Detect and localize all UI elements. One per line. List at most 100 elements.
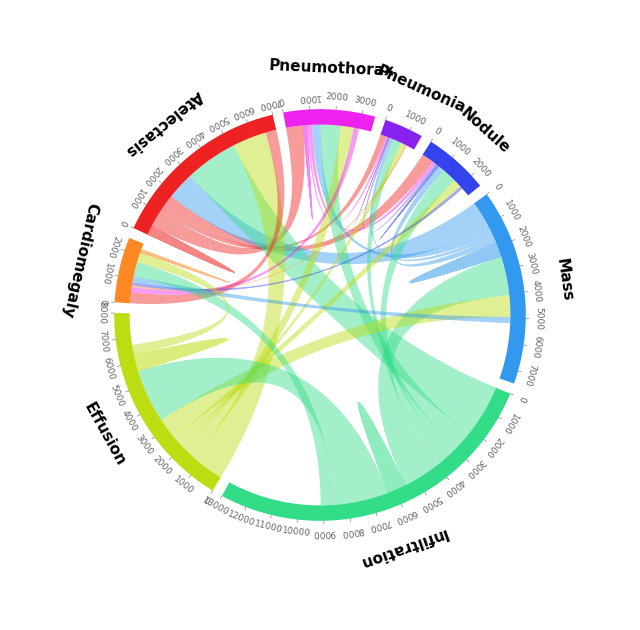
- Polygon shape: [130, 130, 284, 304]
- Polygon shape: [132, 253, 228, 355]
- Text: 12000: 12000: [227, 509, 257, 528]
- Text: 1000: 1000: [172, 474, 195, 496]
- Text: 2000: 2000: [151, 454, 173, 478]
- Text: 6000: 6000: [530, 335, 542, 359]
- Text: Infiltration: Infiltration: [356, 525, 449, 570]
- Text: Pneumonia: Pneumonia: [374, 63, 468, 116]
- Polygon shape: [303, 125, 312, 220]
- Polygon shape: [115, 238, 143, 303]
- Text: 0: 0: [433, 126, 442, 137]
- Polygon shape: [283, 109, 375, 132]
- Text: 6000: 6000: [101, 357, 116, 381]
- Polygon shape: [132, 145, 407, 291]
- Text: 1000: 1000: [99, 261, 113, 286]
- Polygon shape: [161, 135, 387, 249]
- Polygon shape: [147, 226, 235, 273]
- Polygon shape: [391, 166, 496, 266]
- Polygon shape: [222, 387, 510, 521]
- Text: 1000: 1000: [502, 198, 521, 223]
- Polygon shape: [132, 186, 462, 291]
- Text: 8000: 8000: [340, 525, 364, 537]
- Polygon shape: [114, 313, 221, 491]
- Polygon shape: [140, 249, 230, 283]
- Text: 2000: 2000: [105, 234, 121, 259]
- Polygon shape: [358, 402, 406, 493]
- Text: 2000: 2000: [470, 156, 492, 179]
- Text: 0: 0: [492, 182, 502, 192]
- Polygon shape: [184, 126, 354, 457]
- Polygon shape: [378, 256, 509, 485]
- Polygon shape: [134, 115, 276, 234]
- Polygon shape: [180, 143, 405, 447]
- Text: 13000: 13000: [201, 496, 231, 518]
- Polygon shape: [164, 154, 433, 251]
- Text: 5000: 5000: [205, 113, 230, 132]
- Text: 1000: 1000: [403, 110, 428, 128]
- Polygon shape: [379, 165, 439, 240]
- Polygon shape: [161, 295, 510, 438]
- Polygon shape: [364, 137, 437, 234]
- Polygon shape: [152, 125, 305, 255]
- Text: 0: 0: [516, 394, 527, 403]
- Text: 7000: 7000: [97, 329, 109, 353]
- Text: Mass: Mass: [554, 257, 575, 302]
- Polygon shape: [370, 138, 494, 261]
- Polygon shape: [174, 180, 460, 444]
- Polygon shape: [134, 262, 335, 505]
- Text: Cardiomegaly: Cardiomegaly: [59, 202, 99, 319]
- Text: 1000: 1000: [126, 186, 146, 210]
- Polygon shape: [422, 142, 480, 195]
- Text: 4000: 4000: [120, 409, 139, 433]
- Text: 0: 0: [202, 496, 211, 507]
- Polygon shape: [367, 139, 456, 454]
- Polygon shape: [138, 358, 388, 505]
- Polygon shape: [308, 125, 436, 231]
- Text: 6000: 6000: [230, 103, 255, 119]
- Text: 10000: 10000: [281, 526, 311, 538]
- Polygon shape: [381, 120, 422, 149]
- Text: 0: 0: [117, 219, 127, 227]
- Text: 0: 0: [277, 95, 285, 105]
- Polygon shape: [307, 125, 388, 223]
- Polygon shape: [474, 194, 526, 384]
- Text: 1000: 1000: [500, 411, 519, 436]
- Text: 8000: 8000: [97, 301, 106, 324]
- Text: 7000: 7000: [522, 362, 538, 387]
- Text: 3000: 3000: [525, 251, 539, 275]
- Text: 0: 0: [385, 103, 394, 113]
- Text: 5000: 5000: [419, 493, 444, 512]
- Polygon shape: [381, 170, 454, 464]
- Polygon shape: [132, 277, 510, 323]
- Text: 1000: 1000: [297, 92, 321, 102]
- Text: 11000: 11000: [253, 519, 284, 535]
- Text: Nodule: Nodule: [458, 105, 512, 157]
- Polygon shape: [321, 125, 468, 449]
- Text: 0: 0: [97, 299, 107, 305]
- Text: 4000: 4000: [442, 476, 466, 498]
- Polygon shape: [131, 128, 359, 295]
- Text: 4000: 4000: [531, 279, 543, 302]
- Text: 3000: 3000: [464, 457, 486, 479]
- Polygon shape: [410, 243, 501, 283]
- Text: Effusion: Effusion: [81, 401, 127, 469]
- Text: 7000: 7000: [367, 517, 392, 532]
- Text: 2000: 2000: [483, 435, 504, 459]
- Text: 9000: 9000: [312, 529, 336, 538]
- Text: 1000: 1000: [449, 137, 472, 159]
- Text: Pneumothorax: Pneumothorax: [268, 58, 394, 79]
- Text: 2000: 2000: [515, 224, 532, 249]
- Polygon shape: [193, 132, 285, 478]
- Polygon shape: [134, 338, 228, 371]
- Text: 2000: 2000: [141, 164, 163, 187]
- Text: 3000: 3000: [353, 94, 377, 108]
- Polygon shape: [189, 146, 496, 434]
- Text: Atelectasis: Atelectasis: [122, 88, 205, 159]
- Text: 6000: 6000: [394, 507, 419, 524]
- Text: 7000: 7000: [257, 96, 282, 110]
- Text: 5000: 5000: [109, 383, 125, 408]
- Text: 4000: 4000: [182, 127, 205, 147]
- Text: 3000: 3000: [134, 432, 155, 456]
- Text: 5000: 5000: [533, 307, 543, 330]
- Text: 2000: 2000: [325, 92, 349, 103]
- Polygon shape: [172, 176, 488, 264]
